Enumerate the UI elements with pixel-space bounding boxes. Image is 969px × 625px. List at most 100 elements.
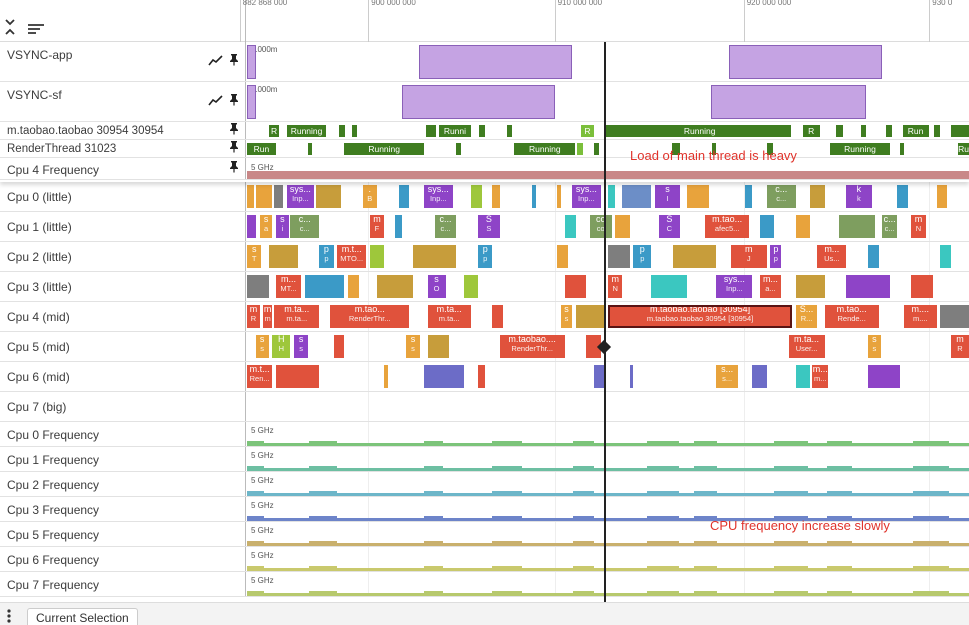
slice[interactable]: m.ta... User...: [788, 335, 825, 358]
slice[interactable]: Running: [608, 125, 792, 137]
slice[interactable]: [759, 215, 775, 238]
pin-icon[interactable]: [229, 53, 239, 71]
slice[interactable]: [247, 275, 269, 298]
collapse-all-icon[interactable]: [4, 18, 16, 41]
slice[interactable]: [333, 335, 345, 358]
slice[interactable]: m... m...: [812, 365, 829, 388]
slice[interactable]: m.tao... RenderThr...: [330, 305, 410, 328]
slice[interactable]: m.taobao.taobao [30954] m.taobao.taobao 3…: [608, 305, 793, 328]
slice[interactable]: S... R...: [795, 305, 818, 328]
slice[interactable]: [274, 185, 284, 208]
slice[interactable]: [766, 143, 773, 155]
slice[interactable]: m.t... MTO...: [337, 245, 367, 268]
slice[interactable]: [575, 305, 606, 328]
slice[interactable]: [593, 143, 600, 155]
slice[interactable]: [576, 143, 583, 155]
slice[interactable]: co co: [589, 215, 612, 238]
slice[interactable]: .B: [362, 185, 377, 208]
slice[interactable]: [586, 335, 601, 358]
slice[interactable]: c... c...: [766, 185, 796, 208]
slice[interactable]: m.tao... afec5...: [705, 215, 749, 238]
slice[interactable]: [315, 185, 341, 208]
slice[interactable]: [867, 365, 901, 388]
slice[interactable]: [896, 185, 908, 208]
slice[interactable]: [304, 275, 345, 298]
slice[interactable]: [936, 185, 948, 208]
slice[interactable]: Run: [247, 143, 276, 155]
pin-icon[interactable]: [229, 140, 239, 158]
slice[interactable]: [615, 215, 630, 238]
slice[interactable]: [557, 185, 562, 208]
slice[interactable]: [506, 125, 512, 137]
list-icon[interactable]: [27, 22, 45, 40]
slice[interactable]: [532, 185, 536, 208]
tab-current-selection[interactable]: Current Selection: [27, 608, 138, 625]
slice[interactable]: Running: [830, 143, 890, 155]
slice[interactable]: [492, 305, 504, 328]
slice[interactable]: [934, 125, 941, 137]
slice[interactable]: m... MT...: [275, 275, 302, 298]
slice[interactable]: [376, 275, 414, 298]
slice[interactable]: R: [581, 125, 594, 137]
slice[interactable]: [608, 185, 616, 208]
slice[interactable]: m... a...: [759, 275, 782, 298]
slice[interactable]: [629, 365, 634, 388]
chart-icon[interactable]: [208, 53, 223, 71]
slice[interactable]: [395, 215, 403, 238]
slice[interactable]: [860, 125, 866, 137]
slice[interactable]: [564, 275, 587, 298]
slice[interactable]: [687, 185, 710, 208]
slice[interactable]: [557, 245, 569, 268]
slice[interactable]: c... c...: [290, 215, 320, 238]
slice[interactable]: [593, 365, 606, 388]
slice[interactable]: [900, 143, 905, 155]
slice[interactable]: [564, 215, 576, 238]
slice[interactable]: [384, 365, 388, 388]
slice[interactable]: [940, 305, 969, 328]
slice[interactable]: [795, 275, 825, 298]
slice[interactable]: m.ta... m.ta...: [274, 305, 320, 328]
slice[interactable]: [423, 365, 464, 388]
slice[interactable]: [351, 125, 357, 137]
slice[interactable]: Running: [344, 143, 424, 155]
slice[interactable]: [308, 143, 312, 155]
slice[interactable]: [672, 245, 717, 268]
slice[interactable]: [426, 125, 437, 137]
more-vertical-icon[interactable]: [6, 608, 12, 625]
slice[interactable]: [846, 275, 890, 298]
slice[interactable]: Ru: [958, 143, 969, 155]
slice[interactable]: sys... Inp...: [286, 185, 315, 208]
slice[interactable]: [911, 275, 933, 298]
slice[interactable]: [711, 143, 717, 155]
slice[interactable]: [752, 365, 767, 388]
chart-icon[interactable]: [208, 93, 223, 111]
slice[interactable]: [795, 365, 811, 388]
slice[interactable]: [950, 125, 969, 137]
slice[interactable]: [247, 185, 255, 208]
slice[interactable]: [605, 125, 611, 137]
time-cursor-line[interactable]: [604, 42, 606, 602]
slice[interactable]: Running: [286, 125, 327, 137]
slice[interactable]: [247, 215, 256, 238]
slice[interactable]: [492, 185, 500, 208]
slice[interactable]: [810, 185, 825, 208]
slice[interactable]: [671, 143, 681, 155]
slice[interactable]: [398, 185, 410, 208]
